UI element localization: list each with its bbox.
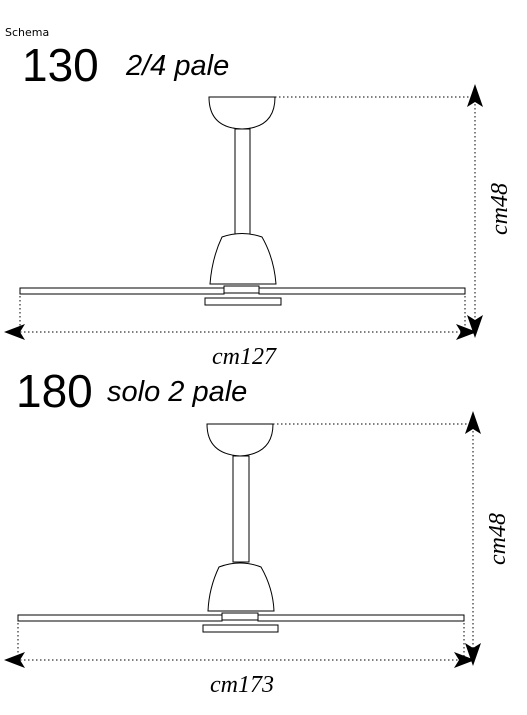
fan-130-drawing <box>19 96 466 306</box>
fan-180-width-arrow-left <box>4 652 25 668</box>
model-180-width-label: cm173 <box>210 672 274 698</box>
model-130-description: 2/4 pale <box>126 50 230 82</box>
model-130-number: 130 <box>22 39 99 91</box>
fan-130-light-plate <box>204 297 282 306</box>
fan-180-canopy <box>206 423 274 457</box>
fan-130-height-arrow-bottom <box>467 315 483 338</box>
fan-130-canopy <box>208 96 276 130</box>
fan-130-width-arrow-left <box>4 324 25 340</box>
fan-130-blade-right <box>258 287 466 295</box>
fan-130-dimensions <box>8 96 476 333</box>
fan-180-light-plate <box>202 624 279 633</box>
fan-130-motor <box>209 233 277 285</box>
fan-180-motor <box>207 562 275 612</box>
fan-180-width-arrow-right <box>454 652 475 668</box>
fan-130-width-arrow-right <box>456 324 477 340</box>
fan-180-dimensions <box>8 423 474 661</box>
model-180-description: solo 2 pale <box>107 376 248 408</box>
model-180-number: 180 <box>16 365 93 417</box>
fan-130-downrod <box>234 128 251 236</box>
fan-180-blade-right <box>257 614 465 622</box>
model-130-width-label: cm127 <box>212 344 276 370</box>
fan-130-hub <box>223 285 260 294</box>
fan-180-hub <box>221 612 259 621</box>
fan-180-height-arrow-top <box>465 411 481 434</box>
fan-130-height-arrow-top <box>467 84 483 107</box>
fan-180-blade-left <box>17 614 223 622</box>
fan-180-height-arrow-bottom <box>465 643 481 666</box>
fan-180-drawing <box>17 423 465 633</box>
fan-130-blade-left <box>19 287 225 295</box>
schema-label: Schema <box>5 26 50 39</box>
fan-180-downrod <box>232 455 250 563</box>
